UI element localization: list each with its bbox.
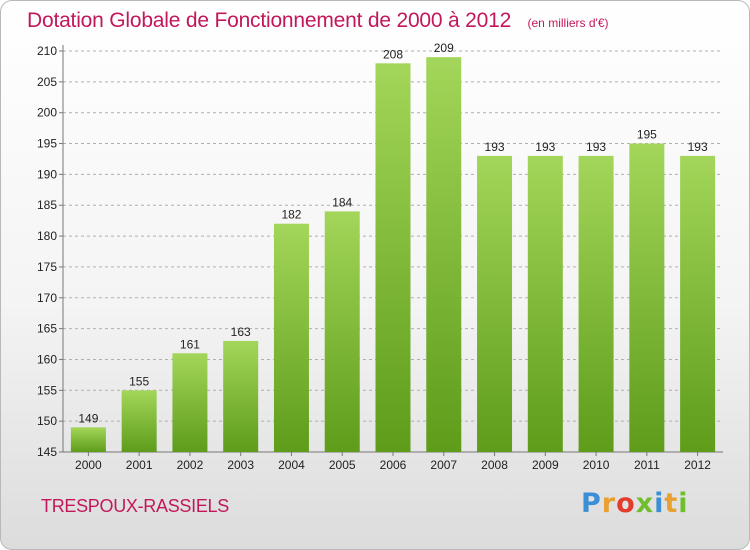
x-tick-label: 2005 [329,458,356,472]
logo-letter: x [635,488,655,519]
x-tick-label: 2011 [634,458,660,472]
data-label-2004: 182 [281,208,301,222]
proxiti-logo: Proxiti [581,488,689,519]
y-tick-label: 170 [37,291,57,305]
x-tick-label: 2006 [380,458,407,472]
data-label-2010: 193 [586,140,606,154]
x-tick-label: 2003 [227,458,254,472]
bar-2000 [70,427,106,452]
data-label-2007: 209 [434,41,454,55]
y-tick-label: 160 [37,352,57,366]
logo-letter: r [601,488,617,519]
title-row: Dotation Globale de Fonctionnement de 20… [27,9,609,33]
y-tick-label: 165 [37,322,57,336]
data-label-2011: 195 [637,128,657,142]
logo-letter: i [654,488,665,519]
bar-2011 [629,143,665,453]
y-tick-label: 195 [37,137,57,151]
bar-2007 [426,57,462,453]
data-label-2003: 163 [231,325,251,339]
x-tick-label: 2010 [583,458,610,472]
bar-2005 [324,211,360,452]
logo-letter: i [678,488,689,519]
x-tick-label: 2008 [481,458,508,472]
y-tick-label: 155 [37,383,57,397]
x-tick-label: 2007 [430,458,457,472]
y-tick-label: 200 [37,106,57,120]
y-tick-label: 150 [37,414,57,428]
data-label-2008: 193 [485,140,505,154]
data-label-2002: 161 [180,337,200,351]
bar-2003 [223,340,259,452]
bar-2012 [680,155,716,452]
y-tick-label: 205 [37,75,57,89]
logo-letter: t [664,488,679,519]
data-label-2012: 193 [688,140,708,154]
y-tick-label: 185 [37,198,57,212]
x-tick-label: 2002 [177,458,204,472]
bar-2008 [477,155,513,452]
chart-unit: (en milliers d'€) [527,16,609,30]
bar-2002 [172,353,208,452]
y-tick-label: 175 [37,260,57,274]
logo-letter: P [581,488,602,519]
data-label-2001: 155 [129,374,149,388]
chart-title: Dotation Globale de Fonctionnement de 20… [27,9,512,32]
y-tick-label: 145 [37,445,57,459]
data-label-2009: 193 [535,140,555,154]
logo-letter: o [616,488,636,519]
y-tick-label: 180 [37,229,57,243]
bar-2004 [273,223,309,452]
data-label-2005: 184 [332,195,352,209]
bar-2010 [578,155,614,452]
x-tick-label: 2001 [126,458,153,472]
data-label-2000: 149 [78,411,98,425]
x-tick-label: 2012 [684,458,711,472]
bar-2001 [121,390,157,452]
y-tick-label: 210 [37,44,57,58]
bar-2006 [375,63,411,452]
x-tick-label: 2000 [75,458,102,472]
y-tick-label: 190 [37,167,57,181]
x-tick-label: 2004 [278,458,305,472]
commune-name: TRESPOUX-RASSIELS [41,496,229,516]
data-label-2006: 208 [383,47,403,61]
x-tick-label: 2009 [532,458,559,472]
bar-2009 [527,155,563,452]
